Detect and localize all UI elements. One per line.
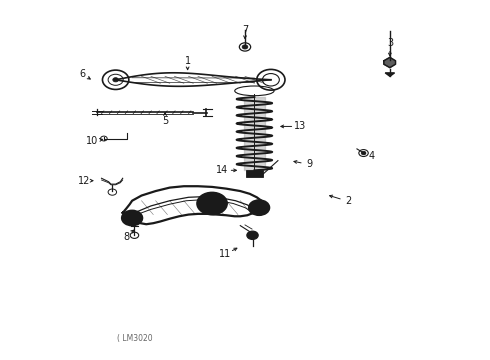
Text: ( LM3020: ( LM3020 bbox=[117, 334, 152, 343]
Polygon shape bbox=[385, 73, 394, 76]
Circle shape bbox=[247, 231, 258, 239]
Text: 13: 13 bbox=[294, 121, 307, 131]
Text: 9: 9 bbox=[307, 159, 313, 170]
Text: 8: 8 bbox=[123, 232, 129, 242]
Circle shape bbox=[242, 45, 248, 49]
Text: 14: 14 bbox=[216, 165, 228, 175]
Text: 11: 11 bbox=[219, 249, 231, 259]
Circle shape bbox=[249, 200, 270, 215]
Text: 12: 12 bbox=[78, 176, 90, 186]
Text: 5: 5 bbox=[162, 116, 168, 126]
Text: 7: 7 bbox=[242, 25, 248, 35]
Text: 10: 10 bbox=[86, 136, 98, 146]
Text: 1: 1 bbox=[185, 56, 191, 66]
Circle shape bbox=[122, 210, 143, 226]
Text: 2: 2 bbox=[345, 196, 352, 206]
Circle shape bbox=[197, 193, 227, 215]
Polygon shape bbox=[384, 57, 395, 68]
Circle shape bbox=[361, 151, 366, 155]
Circle shape bbox=[113, 78, 119, 82]
Circle shape bbox=[203, 197, 221, 210]
Text: 3: 3 bbox=[388, 39, 394, 49]
Text: 4: 4 bbox=[369, 152, 375, 162]
Text: 6: 6 bbox=[80, 68, 86, 78]
Bar bbox=[246, 170, 263, 176]
